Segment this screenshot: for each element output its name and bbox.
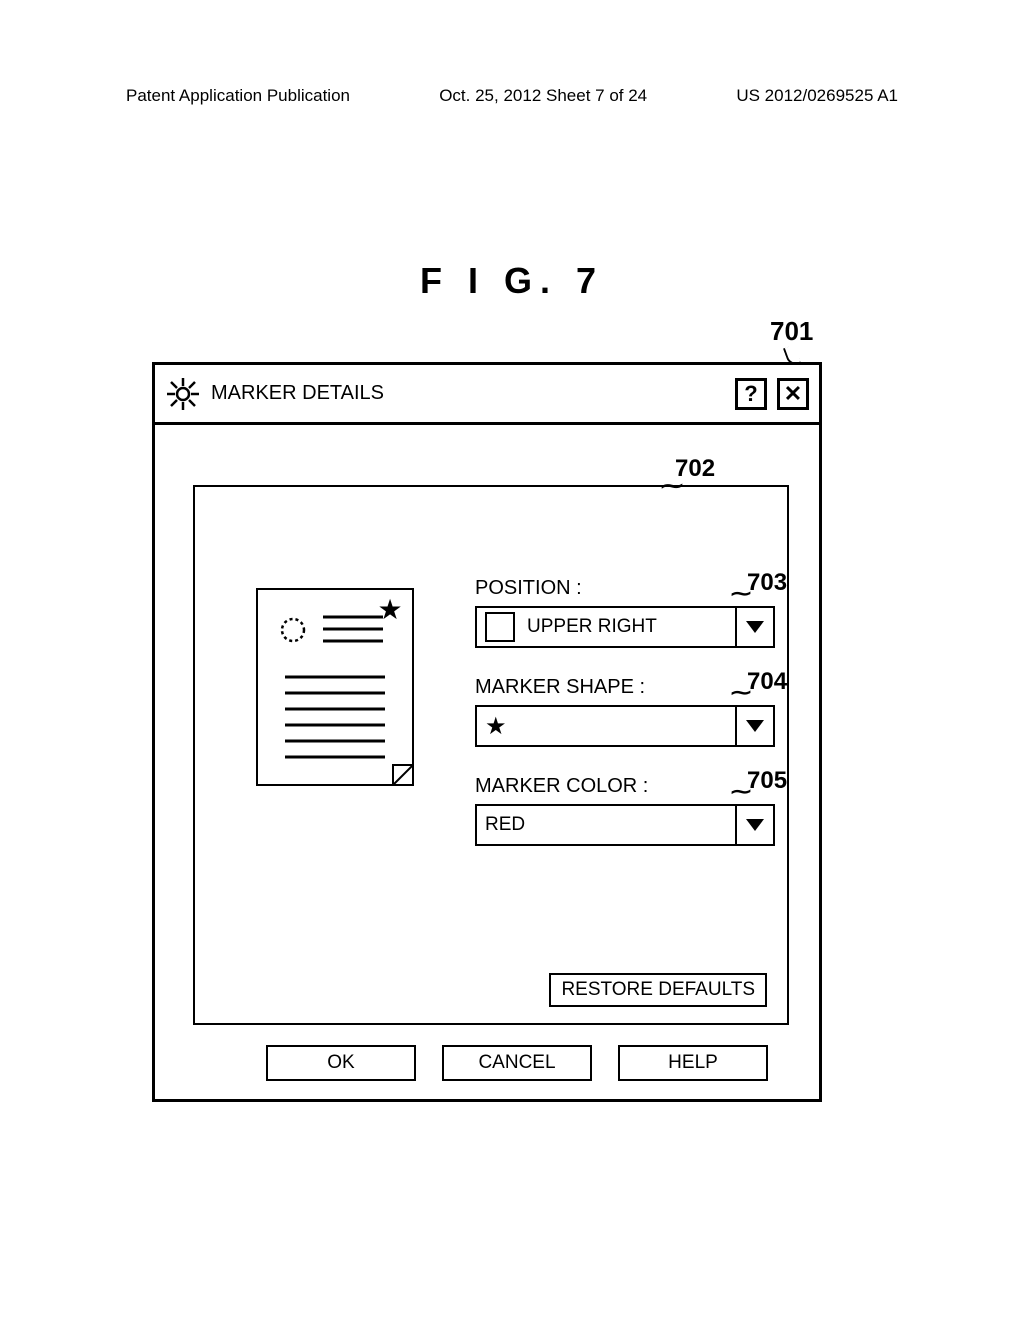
button-row: OK CANCEL HELP — [155, 1045, 819, 1081]
shape-value: ★ — [485, 712, 507, 741]
callout-702: 702 — [675, 455, 715, 483]
chevron-down-icon — [735, 608, 773, 646]
position-icon-box — [485, 612, 515, 642]
chevron-down-icon — [735, 707, 773, 745]
chevron-down-icon — [735, 806, 773, 844]
position-value: UPPER RIGHT — [527, 616, 657, 638]
content-area: ⁓ 702 ★ — [155, 425, 819, 1035]
settings-column: POSITION : ⁓ 703 UPPER RIGHT MARKER SHAP… — [475, 577, 813, 874]
shape-dropdown[interactable]: ★ — [475, 705, 775, 747]
svg-text:★: ★ — [377, 594, 402, 625]
document-preview: ★ — [255, 587, 415, 787]
titlebar: MARKER DETAILS ? ✕ — [155, 365, 819, 425]
restore-defaults-button[interactable]: RESTORE DEFAULTS — [549, 973, 767, 1007]
page-header: Patent Application Publication Oct. 25, … — [0, 86, 1024, 106]
header-left: Patent Application Publication — [126, 86, 350, 106]
header-center: Oct. 25, 2012 Sheet 7 of 24 — [439, 86, 647, 106]
settings-panel: ★ POSITION : ⁓ 703 UPPER RIGHT — [193, 485, 789, 1025]
dialog-title: MARKER DETAILS — [211, 382, 725, 405]
gear-icon — [165, 376, 201, 412]
callout-701: 701 — [770, 316, 813, 347]
callout-704: 704 — [747, 668, 787, 696]
header-right: US 2012/0269525 A1 — [736, 86, 898, 106]
ok-button[interactable]: OK — [266, 1045, 416, 1081]
figure-title: F I G. 7 — [0, 260, 1024, 302]
callout-705: 705 — [747, 767, 787, 795]
color-dropdown[interactable]: RED — [475, 804, 775, 846]
callout-703: 703 — [747, 569, 787, 597]
help-button-bottom[interactable]: HELP — [618, 1045, 768, 1081]
marker-details-dialog: MARKER DETAILS ? ✕ ⁓ 702 ★ — [152, 362, 822, 1102]
close-button[interactable]: ✕ — [777, 378, 809, 410]
help-button[interactable]: ? — [735, 378, 767, 410]
cancel-button[interactable]: CANCEL — [442, 1045, 592, 1081]
color-value: RED — [485, 814, 525, 836]
position-dropdown[interactable]: UPPER RIGHT — [475, 606, 775, 648]
